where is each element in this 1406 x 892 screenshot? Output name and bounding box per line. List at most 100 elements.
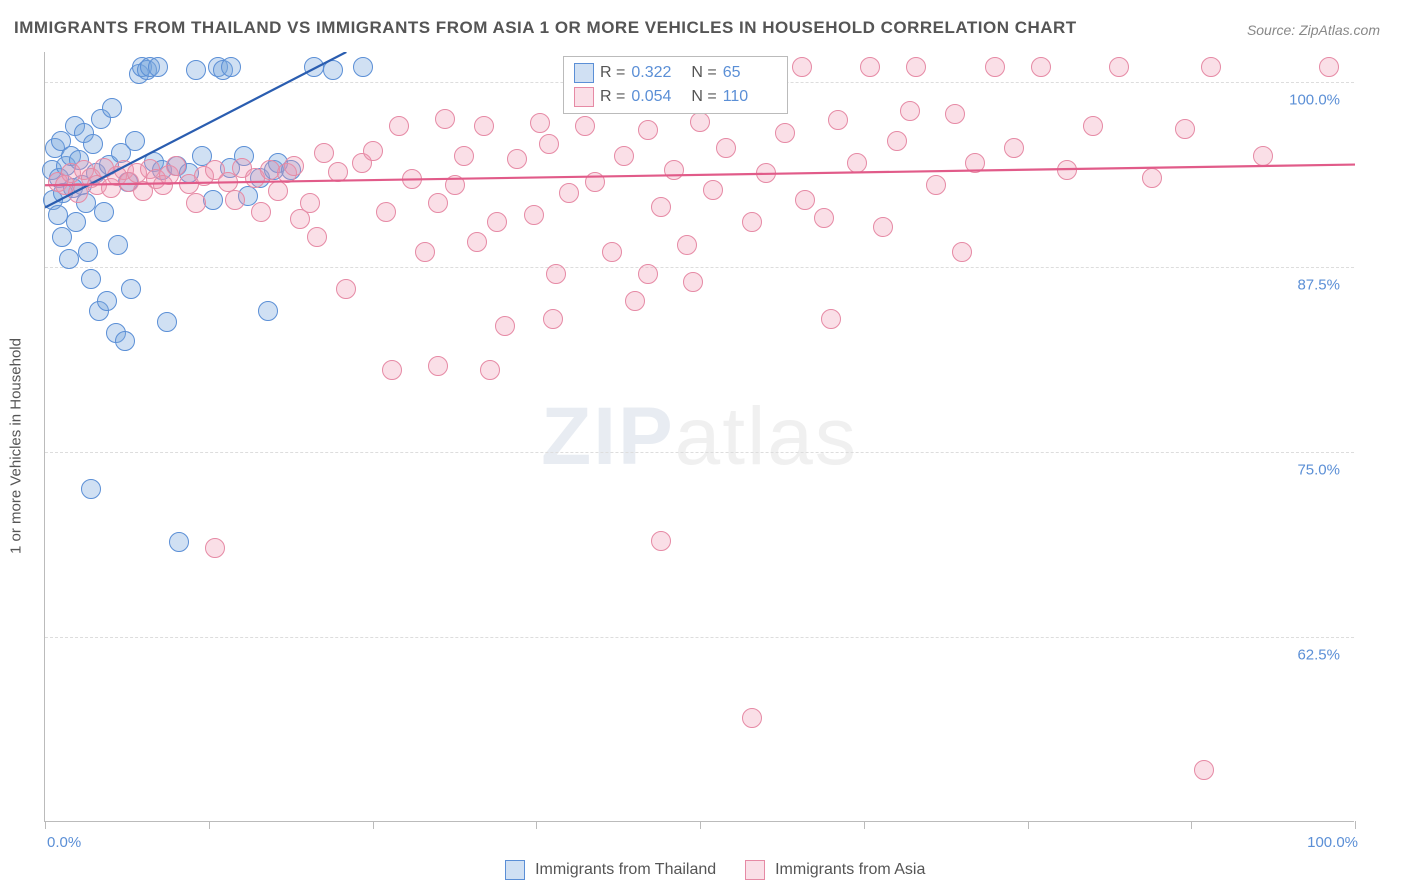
- bottom-legend: Immigrants from Thailand Immigrants from…: [0, 860, 1406, 880]
- scatter-point: [625, 291, 645, 311]
- gridline: [45, 267, 1354, 268]
- chart-title: IMMIGRANTS FROM THAILAND VS IMMIGRANTS F…: [14, 18, 1077, 38]
- watermark-light: atlas: [675, 391, 858, 482]
- scatter-point: [495, 316, 515, 336]
- stats-legend-row: R =0.054N =110: [574, 85, 777, 109]
- scatter-point: [428, 193, 448, 213]
- scatter-point: [602, 242, 622, 262]
- scatter-point: [336, 279, 356, 299]
- scatter-point: [1175, 119, 1195, 139]
- scatter-point: [900, 101, 920, 121]
- scatter-point: [300, 193, 320, 213]
- scatter-point: [66, 212, 86, 232]
- n-value: 65: [723, 61, 777, 85]
- scatter-point: [860, 57, 880, 77]
- scatter-point: [467, 232, 487, 252]
- scatter-point: [664, 160, 684, 180]
- x-tick: [536, 821, 537, 829]
- scatter-point: [742, 212, 762, 232]
- scatter-point: [268, 181, 288, 201]
- scatter-point: [48, 205, 68, 225]
- scatter-point: [304, 57, 324, 77]
- scatter-point: [1083, 116, 1103, 136]
- scatter-point: [792, 57, 812, 77]
- scatter-point: [559, 183, 579, 203]
- scatter-point: [102, 98, 122, 118]
- x-tick: [373, 821, 374, 829]
- scatter-point: [59, 249, 79, 269]
- scatter-point: [81, 479, 101, 499]
- legend-swatch-thailand: [505, 860, 525, 880]
- scatter-point: [284, 156, 304, 176]
- scatter-point: [1031, 57, 1051, 77]
- scatter-point: [428, 356, 448, 376]
- scatter-point: [108, 235, 128, 255]
- scatter-point: [945, 104, 965, 124]
- scatter-point: [328, 162, 348, 182]
- scatter-point: [703, 180, 723, 200]
- stats-legend: R =0.322N =65R =0.054N =110: [563, 56, 788, 114]
- scatter-point: [543, 309, 563, 329]
- scatter-point: [402, 169, 422, 189]
- scatter-point: [887, 131, 907, 151]
- scatter-point: [814, 208, 834, 228]
- scatter-point: [638, 264, 658, 284]
- r-value: 0.054: [631, 85, 685, 109]
- scatter-point: [323, 60, 343, 80]
- scatter-point: [1142, 168, 1162, 188]
- scatter-point: [906, 57, 926, 77]
- scatter-point: [445, 175, 465, 195]
- scatter-point: [926, 175, 946, 195]
- scatter-point: [1319, 57, 1339, 77]
- scatter-point: [435, 109, 455, 129]
- scatter-point: [1253, 146, 1273, 166]
- scatter-point: [81, 269, 101, 289]
- x-tick: [1355, 821, 1356, 829]
- scatter-point: [78, 242, 98, 262]
- scatter-point: [307, 227, 327, 247]
- y-tick-label: 87.5%: [1230, 276, 1340, 293]
- scatter-point: [97, 291, 117, 311]
- legend-swatch: [574, 87, 594, 107]
- scatter-point: [52, 227, 72, 247]
- legend-label-thailand: Immigrants from Thailand: [535, 861, 716, 878]
- scatter-point: [1194, 760, 1214, 780]
- scatter-point: [474, 116, 494, 136]
- scatter-point: [186, 60, 206, 80]
- scatter-point: [205, 538, 225, 558]
- x-tick: [45, 821, 46, 829]
- scatter-point: [487, 212, 507, 232]
- scatter-point: [847, 153, 867, 173]
- x-tick: [700, 821, 701, 829]
- legend-label-asia: Immigrants from Asia: [775, 861, 925, 878]
- scatter-point: [651, 531, 671, 551]
- scatter-point: [363, 141, 383, 161]
- scatter-point: [795, 190, 815, 210]
- scatter-point: [166, 156, 186, 176]
- scatter-point: [480, 360, 500, 380]
- scatter-point: [985, 57, 1005, 77]
- scatter-point: [157, 312, 177, 332]
- scatter-point: [716, 138, 736, 158]
- scatter-point: [376, 202, 396, 222]
- scatter-point: [258, 301, 278, 321]
- scatter-point: [677, 235, 697, 255]
- scatter-point: [524, 205, 544, 225]
- x-tick-label-max: 100.0%: [1307, 834, 1358, 851]
- scatter-point: [575, 116, 595, 136]
- stats-legend-row: R =0.322N =65: [574, 61, 777, 85]
- n-label: N =: [691, 61, 716, 85]
- scatter-point: [314, 143, 334, 163]
- y-axis-label: 1 or more Vehicles in Household: [8, 338, 25, 554]
- scatter-point: [539, 134, 559, 154]
- scatter-point: [614, 146, 634, 166]
- scatter-point: [507, 149, 527, 169]
- scatter-point: [83, 134, 103, 154]
- scatter-plot-area: ZIPatlas 62.5%75.0%87.5%100.0%0.0%100.0%…: [44, 52, 1354, 822]
- x-tick: [1028, 821, 1029, 829]
- scatter-point: [530, 113, 550, 133]
- watermark: ZIPatlas: [541, 390, 858, 484]
- scatter-point: [828, 110, 848, 130]
- scatter-point: [690, 112, 710, 132]
- y-tick-label: 100.0%: [1230, 91, 1340, 108]
